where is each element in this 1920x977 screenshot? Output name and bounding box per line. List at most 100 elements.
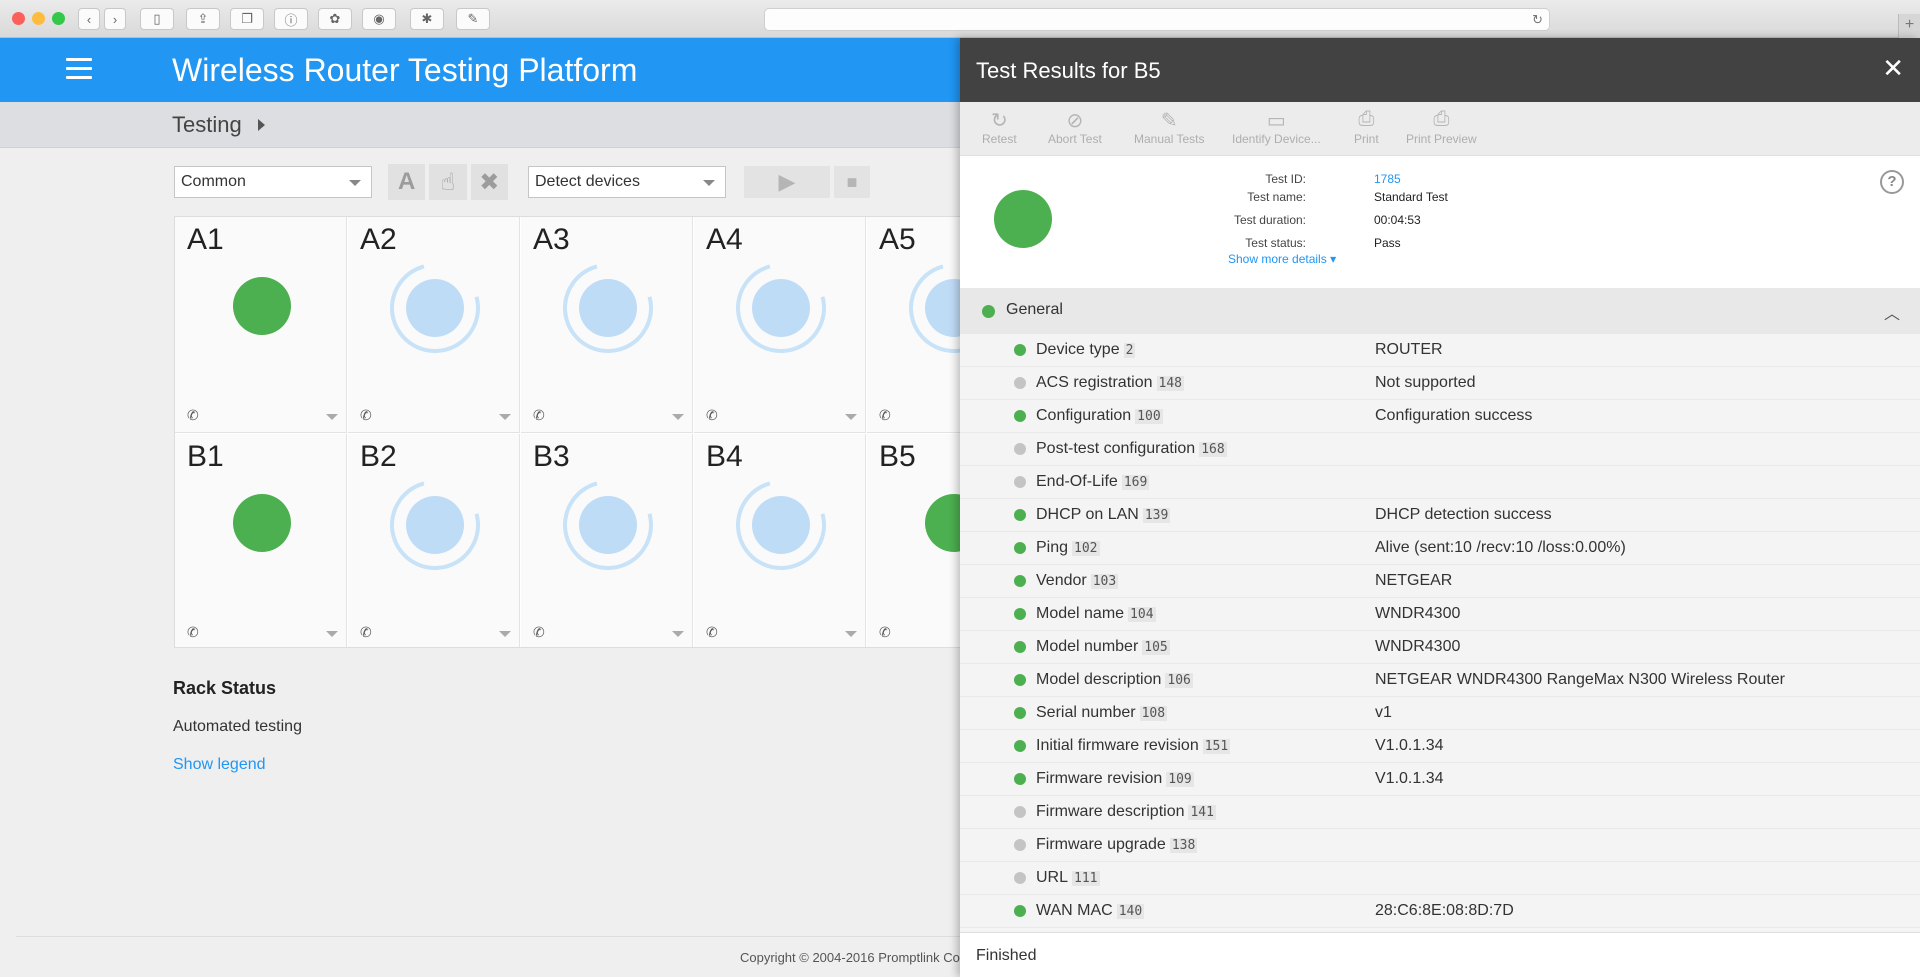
stop-icon[interactable]: ■: [834, 166, 870, 198]
share-icon[interactable]: ⇪: [186, 8, 220, 30]
result-row[interactable]: End-Of-Life 169: [960, 466, 1920, 499]
hand-pointer-icon[interactable]: ☝: [429, 164, 467, 200]
result-code: 2: [1123, 343, 1136, 358]
result-row[interactable]: Model description 106 NETGEAR WNDR4300 Ran…: [960, 664, 1920, 697]
print-button[interactable]: ⎙ Print: [1354, 108, 1379, 146]
chevron-down-icon[interactable]: [326, 631, 338, 637]
result-row[interactable]: Firmware upgrade 138: [960, 829, 1920, 862]
result-row[interactable]: Device type 2 ROUTER: [960, 334, 1920, 367]
sidebar-icon[interactable]: ▯: [140, 8, 174, 30]
notes-icon[interactable]: ✎: [456, 8, 490, 30]
device-slot[interactable]: A1 ✆: [175, 217, 347, 433]
close-window-button[interactable]: [12, 12, 25, 25]
manual-tests-button[interactable]: ✎ Manual Tests: [1134, 108, 1204, 146]
abort-test-button[interactable]: ⊘ Abort Test: [1048, 108, 1102, 146]
caret-right-icon[interactable]: [258, 119, 265, 131]
menu-icon[interactable]: [66, 58, 92, 80]
result-row[interactable]: WAN MAC 140 28:C6:8E:08:8D:7D: [960, 895, 1920, 928]
status-idle-indicator: [406, 279, 464, 337]
show-legend-link[interactable]: Show legend: [173, 756, 266, 773]
chevron-down-icon[interactable]: [845, 414, 857, 420]
phone-icon[interactable]: ✆: [533, 624, 545, 640]
section-general-header[interactable]: General ︿: [960, 288, 1920, 334]
result-row[interactable]: Configuration 100 Configuration success: [960, 400, 1920, 433]
chevron-down-icon[interactable]: [845, 631, 857, 637]
phone-icon[interactable]: ✆: [879, 407, 891, 423]
result-row[interactable]: Firmware description 141: [960, 796, 1920, 829]
device-slot[interactable]: A2 ✆: [348, 217, 520, 433]
new-tab-button[interactable]: +: [1898, 14, 1920, 38]
device-slot[interactable]: B4 ✆: [694, 434, 866, 647]
result-row[interactable]: Firmware revision 109 V1.0.1.34: [960, 763, 1920, 796]
play-icon[interactable]: ▶: [744, 166, 830, 198]
phone-icon[interactable]: ✆: [879, 624, 891, 640]
show-more-details-link[interactable]: Show more details ▾: [1228, 252, 1336, 266]
minimize-window-button[interactable]: [32, 12, 45, 25]
device-slot[interactable]: A4 ✆: [694, 217, 866, 433]
print-preview-icon: ⎙: [1433, 108, 1450, 130]
password-icon[interactable]: ◉: [362, 8, 396, 30]
result-row[interactable]: Initial firmware revision 151 V1.0.1.34: [960, 730, 1920, 763]
phone-icon[interactable]: ✆: [360, 407, 372, 423]
result-row[interactable]: Post-test configuration 168: [960, 433, 1920, 466]
phone-icon[interactable]: ✆: [360, 624, 372, 640]
action-select[interactable]: Detect devices: [528, 166, 726, 198]
result-row[interactable]: Model number 105 WNDR4300: [960, 631, 1920, 664]
result-row[interactable]: Ping 102 Alive (sent:10 /recv:10 /loss:0.0…: [960, 532, 1920, 565]
result-name-text: Firmware revision: [1036, 770, 1163, 787]
help-icon[interactable]: ?: [1880, 170, 1904, 194]
result-row[interactable]: Model name 104 WNDR4300: [960, 598, 1920, 631]
refresh-icon: ↻: [990, 110, 1008, 132]
chevron-down-icon[interactable]: [499, 414, 511, 420]
reload-icon[interactable]: ↻: [1532, 12, 1543, 27]
identify-device-button[interactable]: ▭ Identify Device...: [1232, 108, 1321, 146]
phone-icon[interactable]: ✆: [706, 407, 718, 423]
device-slot[interactable]: A5 ✆: [867, 217, 973, 433]
chevron-down-icon[interactable]: [672, 414, 684, 420]
result-row[interactable]: ACS registration 148 Not supported: [960, 367, 1920, 400]
address-bar[interactable]: ↻: [764, 8, 1550, 31]
result-name: Device type 2: [1036, 341, 1136, 359]
result-row[interactable]: DHCP on LAN 139 DHCP detection success: [960, 499, 1920, 532]
result-value: Configuration success: [1375, 407, 1533, 424]
phone-icon[interactable]: ✆: [533, 407, 545, 423]
phone-icon[interactable]: ✆: [187, 624, 199, 640]
result-row[interactable]: Serial number 108 v1: [960, 697, 1920, 730]
info-icon[interactable]: ⓘ: [274, 8, 308, 30]
print-preview-button[interactable]: ⎙ Print Preview: [1406, 108, 1477, 146]
forward-icon[interactable]: ›: [104, 8, 126, 30]
back-icon[interactable]: ‹: [78, 8, 100, 30]
chevron-down-icon[interactable]: [326, 414, 338, 420]
result-value: V1.0.1.34: [1375, 737, 1444, 754]
profile-select[interactable]: Common: [174, 166, 372, 198]
chevron-up-icon[interactable]: ︿: [1883, 306, 1900, 323]
device-slot[interactable]: B3 ✆: [521, 434, 693, 647]
result-name-text: Model name: [1036, 605, 1125, 622]
result-row[interactable]: Vendor 103 NETGEAR: [960, 565, 1920, 598]
device-slot[interactable]: A3 ✆: [521, 217, 693, 433]
maximize-window-button[interactable]: [52, 12, 65, 25]
paw-icon[interactable]: ✿: [318, 8, 352, 30]
retest-label: Retest: [982, 132, 1017, 146]
auto-mode-icon[interactable]: A: [388, 164, 426, 200]
phone-icon[interactable]: ✆: [706, 624, 718, 640]
result-value: v1: [1375, 704, 1392, 721]
extension-icon[interactable]: ✱: [410, 8, 444, 30]
tools-icon[interactable]: ✖: [470, 164, 508, 200]
result-name: Model name 104: [1036, 605, 1156, 623]
phone-icon[interactable]: ✆: [187, 407, 199, 423]
close-icon[interactable]: ✕: [1882, 53, 1904, 83]
breadcrumb[interactable]: Testing: [172, 112, 242, 137]
result-code: 105: [1142, 640, 1170, 655]
chevron-down-icon[interactable]: [499, 631, 511, 637]
result-name: Firmware upgrade 138: [1036, 836, 1198, 854]
chevron-down-icon[interactable]: [672, 631, 684, 637]
device-slot[interactable]: B2 ✆: [348, 434, 520, 647]
test-name-value: Standard Test: [1374, 190, 1448, 204]
tabs-icon[interactable]: ❐: [230, 8, 264, 30]
test-id-link[interactable]: 1785: [1374, 172, 1401, 186]
device-slot[interactable]: B5 ✆: [867, 434, 973, 647]
device-slot[interactable]: B1 ✆: [175, 434, 347, 647]
result-row[interactable]: URL 111: [960, 862, 1920, 895]
retest-button[interactable]: ↻ Retest: [982, 108, 1017, 146]
